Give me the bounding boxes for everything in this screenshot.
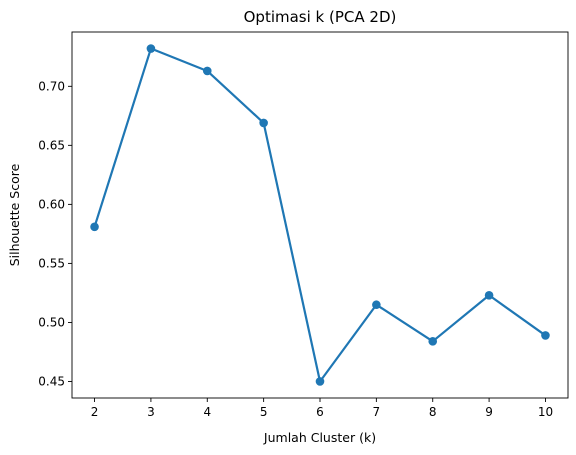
data-point	[90, 222, 99, 232]
x-tick-label: 7	[373, 405, 381, 419]
x-tick-label: 9	[485, 405, 493, 419]
data-point	[315, 377, 325, 386]
data-point	[484, 290, 494, 300]
data-point	[146, 44, 156, 53]
plot-frame	[71, 31, 569, 399]
data-point	[541, 331, 550, 340]
y-axis-ticks: 0.45 0.50 0.55 0.60 0.65 0.70	[38, 79, 72, 388]
x-tick-label: 3	[147, 405, 155, 419]
data-point	[428, 337, 438, 346]
x-tick-label: 4	[203, 405, 211, 419]
y-tick-label: 0.60	[38, 197, 65, 211]
data-point	[259, 118, 268, 128]
chart-title: Optimasi k (PCA 2D)	[244, 8, 397, 26]
y-tick-label: 0.70	[38, 79, 65, 93]
x-axis-label: Jumlah Cluster (k)	[263, 430, 376, 445]
series-line	[93, 47, 547, 383]
plot-marks	[90, 44, 550, 386]
x-tick-label: 10	[538, 405, 553, 419]
y-tick-label: 0.45	[38, 374, 65, 388]
data-point	[202, 66, 212, 76]
x-tick-label: 8	[429, 405, 437, 419]
x-tick-label: 6	[316, 405, 324, 419]
y-tick-label: 0.65	[38, 138, 65, 152]
y-axis-label: Silhouette Score	[7, 163, 22, 266]
y-tick-label: 0.55	[38, 256, 65, 270]
y-tick-label: 0.50	[38, 315, 65, 329]
x-axis-ticks: 2 3 4 5 6 7 8 9 10	[91, 398, 553, 419]
data-point	[372, 300, 381, 310]
x-tick-label: 2	[91, 405, 99, 419]
x-tick-label: 5	[260, 405, 268, 419]
